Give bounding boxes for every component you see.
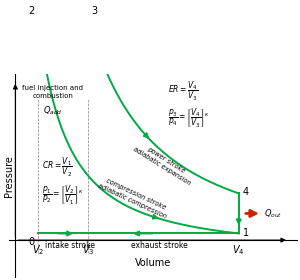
Text: $CR = \dfrac{V_1}{V_2}$: $CR = \dfrac{V_1}{V_2}$ (42, 155, 73, 179)
Text: 1: 1 (243, 228, 249, 239)
Text: power stroke
adiabatic expansion: power stroke adiabatic expansion (132, 140, 196, 187)
Text: $\dfrac{p_3}{p_4} = \left[\dfrac{V_4}{V_3}\right]^\kappa$: $\dfrac{p_3}{p_4} = \left[\dfrac{V_4}{V_… (168, 106, 209, 130)
Text: 4: 4 (243, 187, 249, 197)
Text: 2: 2 (28, 6, 34, 17)
Text: compression stroke
adiabatic compression: compression stroke adiabatic compression (98, 176, 171, 220)
Text: $ER = \dfrac{V_4}{V_3}$: $ER = \dfrac{V_4}{V_3}$ (168, 80, 198, 103)
Text: $\dfrac{p_1}{p_2} = \left[\dfrac{V_2}{V_1}\right]^\kappa$: $\dfrac{p_1}{p_2} = \left[\dfrac{V_2}{V_… (42, 183, 83, 207)
Text: 3: 3 (92, 6, 98, 17)
Text: $Q_{out}$: $Q_{out}$ (264, 207, 282, 220)
Text: exhaust stroke: exhaust stroke (131, 241, 188, 250)
X-axis label: Volume: Volume (135, 258, 171, 268)
Text: intake stroke: intake stroke (45, 241, 95, 250)
Text: 0: 0 (28, 237, 34, 248)
Text: $Q_{add}$: $Q_{add}$ (43, 105, 63, 117)
Y-axis label: Pressure: Pressure (4, 155, 14, 197)
Text: fuel injection and
combustion: fuel injection and combustion (22, 85, 83, 99)
